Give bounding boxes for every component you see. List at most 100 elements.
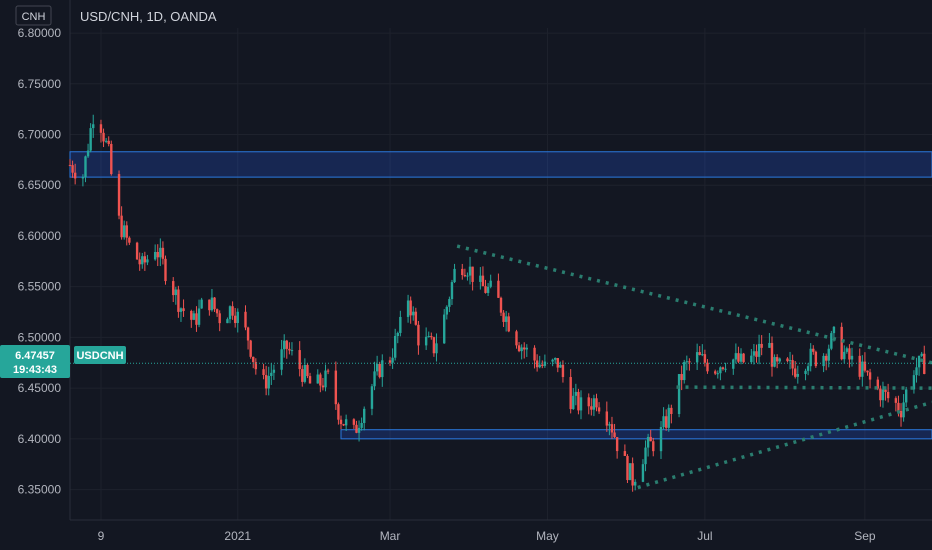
candle-body [231, 306, 234, 316]
candle-body [791, 360, 794, 369]
candle-body [306, 365, 309, 377]
candle-body [822, 355, 825, 367]
candle-body [646, 436, 650, 448]
candle-body [551, 359, 554, 362]
candle-body [915, 367, 918, 376]
y-tick-label: 6.70000 [18, 128, 62, 142]
candle-body [773, 357, 776, 367]
candle-body [450, 282, 454, 300]
candle-body [489, 280, 492, 287]
candle-body [843, 351, 846, 360]
candle-body [84, 156, 87, 178]
candle-body [179, 308, 183, 312]
candle-body [794, 368, 797, 377]
candle-body [497, 280, 500, 298]
candle-body [569, 377, 572, 410]
candle-body [448, 299, 451, 307]
price-tag-box [0, 345, 70, 378]
candle-body [355, 424, 358, 433]
candle-body [303, 365, 307, 382]
candle-body [246, 327, 250, 341]
candle-body [641, 464, 645, 482]
currency-label: CNH [22, 11, 46, 23]
candle-body [734, 353, 738, 360]
y-tick-label: 6.80000 [18, 26, 62, 40]
candle-body [339, 419, 343, 425]
candle-body [156, 251, 159, 258]
candle-body [695, 352, 699, 363]
candle-body [264, 375, 268, 389]
candle-body [213, 297, 216, 310]
candle-body [254, 362, 258, 370]
x-axis[interactable]: 9 2021 Mar May Jul Sep [0, 519, 932, 550]
candle-body [288, 348, 291, 351]
candle-body [884, 389, 887, 392]
candle-body [285, 340, 288, 349]
candle-body [768, 342, 771, 348]
candle-body [406, 300, 410, 317]
candle-body [812, 348, 815, 352]
candle-body [556, 358, 559, 368]
candle-body [344, 419, 348, 426]
x-axis-band [0, 520, 932, 550]
candle-body [244, 311, 247, 328]
candle-body [195, 313, 198, 325]
candle-body [814, 351, 818, 367]
candle-body [507, 316, 510, 332]
candle-body [461, 268, 464, 276]
candle-body [81, 177, 85, 179]
candle-body [572, 395, 575, 410]
candle-body [595, 398, 598, 408]
dotted-trendline [456, 244, 932, 365]
x-tick-label: May [536, 529, 559, 543]
candle-body [102, 132, 105, 142]
candle-body [161, 247, 165, 259]
candle-body [827, 348, 830, 361]
candle-body [104, 140, 108, 142]
grid-lines [69, 0, 932, 520]
candle-body [486, 286, 490, 293]
candle-body [301, 369, 304, 382]
candle-body [197, 308, 201, 325]
candle-body [523, 347, 526, 350]
candle-body [432, 337, 436, 354]
support-resistance-zone [69, 151, 932, 178]
candle-body [840, 326, 843, 360]
candle-body [858, 355, 861, 377]
countdown-label: 19:43:43 [13, 364, 57, 376]
candle-body [830, 333, 833, 349]
candle-body [652, 441, 655, 452]
candle-body [430, 336, 433, 338]
candle-body [502, 312, 505, 322]
y-tick-label: 6.65000 [18, 178, 62, 192]
candle-body [742, 353, 745, 363]
candle-body [504, 316, 508, 322]
candle-body [375, 363, 379, 372]
candle-body [417, 324, 420, 346]
candle-body [685, 361, 689, 363]
candle-body [360, 422, 363, 428]
candle-body [381, 360, 384, 378]
candle-body [775, 357, 779, 362]
y-tick-label: 6.75000 [18, 77, 62, 91]
candle-body [613, 432, 616, 438]
candle-body [107, 140, 110, 144]
candle-body [414, 311, 418, 325]
candle-body [644, 447, 647, 465]
candle-body [110, 143, 113, 175]
y-axis[interactable]: 6.35000 6.40000 6.45000 6.50000 6.55000 6.600… [18, 26, 62, 496]
candle-body [824, 355, 828, 361]
y-tick-label: 6.55000 [18, 280, 62, 294]
candle-body [623, 451, 627, 456]
dotted-trendline [637, 400, 932, 490]
candle-body [904, 389, 908, 403]
candle-body [912, 375, 916, 390]
candle-body [631, 463, 634, 486]
candle-body [308, 376, 312, 384]
candle-body [876, 379, 880, 389]
dotted-trendline [676, 385, 932, 390]
candle-body [520, 347, 523, 352]
candle-body [280, 349, 283, 370]
candle-body [615, 437, 619, 452]
